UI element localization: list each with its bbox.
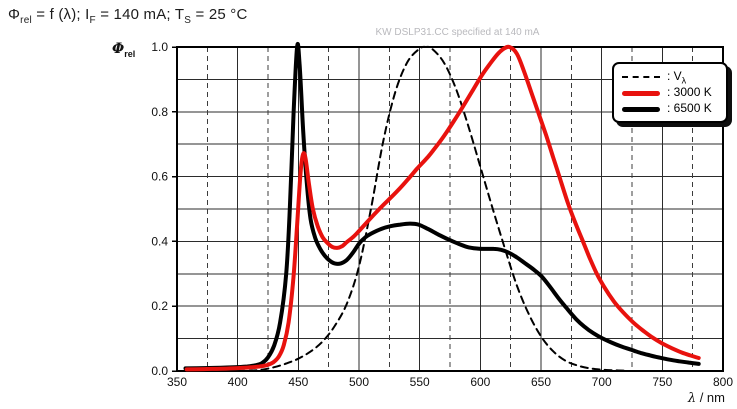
x-tick-label: 650 xyxy=(531,375,551,389)
chart-watermark: KW DSLP31.CC specified at 140 mA xyxy=(375,27,540,38)
legend-label: : 3000 K xyxy=(667,84,712,99)
black-line-swatch xyxy=(622,106,660,112)
y-axis-label: Φrel xyxy=(112,41,136,59)
x-tick-label: 600 xyxy=(470,375,490,389)
legend-item-v-lambda: : Vλ xyxy=(614,69,726,85)
x-tick-label: 750 xyxy=(652,375,672,389)
x-tick-label: 500 xyxy=(349,375,369,389)
legend-item-3000k: : 3000 K xyxy=(614,85,726,101)
dashed-line-swatch xyxy=(622,76,660,78)
series-v-lambda xyxy=(224,45,627,372)
x-axis-label: λ / nm xyxy=(687,390,725,406)
series-3000k xyxy=(184,44,701,372)
x-tick-label: 800 xyxy=(713,375,733,389)
y-tick-label: 1.0 xyxy=(151,40,168,54)
x-tick-label: 450 xyxy=(288,375,308,389)
y-tick-label: 0.2 xyxy=(151,299,168,313)
red-line-swatch xyxy=(622,90,660,96)
x-tick-label: 700 xyxy=(592,375,612,389)
x-tick-label: 550 xyxy=(410,375,430,389)
legend-label: : Vλ xyxy=(667,68,687,86)
legend-item-6500k: : 6500 K xyxy=(614,101,726,117)
y-tick-label: 0.4 xyxy=(151,234,168,248)
y-tick-label: 0.8 xyxy=(151,105,168,119)
x-tick-label: 350 xyxy=(167,375,187,389)
chart-legend: : Vλ : 3000 K : 6500 K xyxy=(612,62,728,123)
y-tick-label: 0.6 xyxy=(151,170,168,184)
legend-label: : 6500 K xyxy=(667,100,712,115)
series-6500k xyxy=(183,41,701,371)
plot-border xyxy=(176,46,724,372)
y-tick-label: 0.0 xyxy=(151,364,168,378)
page-title: Φrel = f (λ); IF = 140 mA; TS = 25 °C xyxy=(8,6,248,26)
x-tick-label: 400 xyxy=(228,375,248,389)
